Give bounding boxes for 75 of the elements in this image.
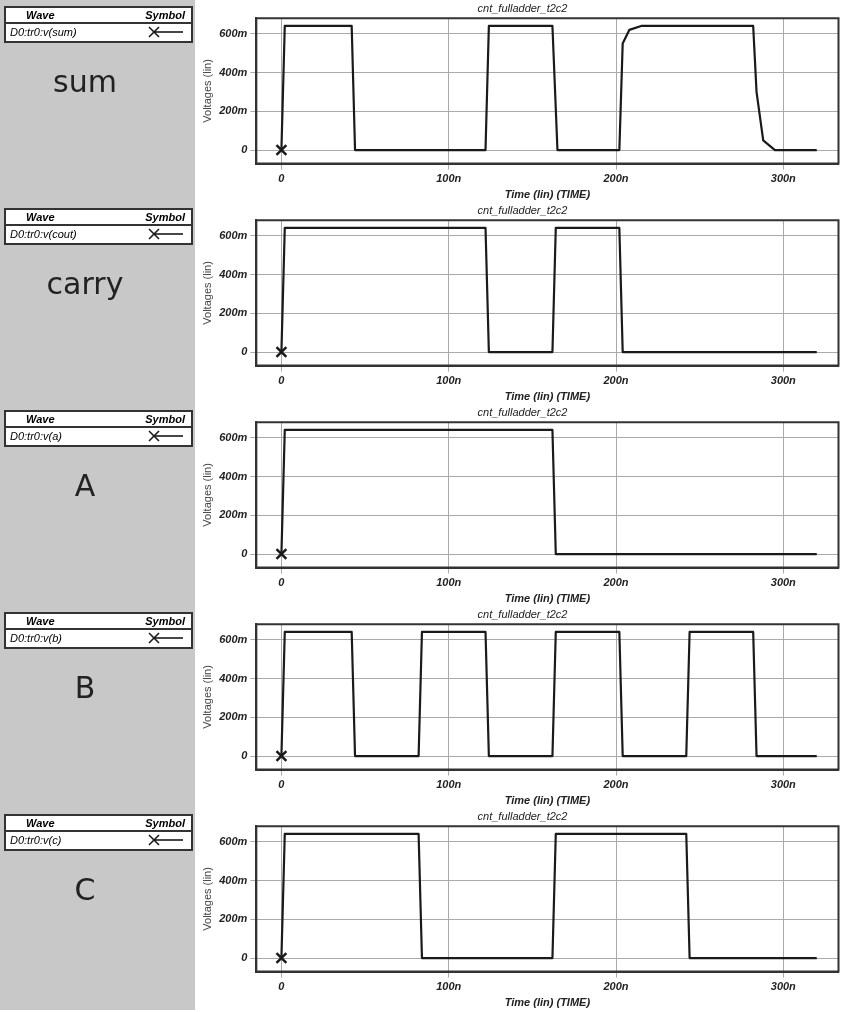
- y-axis-title: Voltages (lin): [200, 59, 213, 123]
- x-axis-title: Time (lin) (TIME): [504, 188, 591, 201]
- y-tick-label: 200m: [218, 912, 248, 925]
- y-tick-label: 0: [241, 143, 249, 156]
- text: Symbol: [145, 413, 185, 425]
- x-tick-label: 100n: [436, 374, 462, 387]
- text: Symbol: [145, 211, 185, 223]
- x-axis-title: Time (lin) (TIME): [504, 592, 591, 605]
- x-tick-label: 200n: [602, 576, 629, 589]
- x-tick-label: 0: [278, 576, 286, 589]
- x-axis-title: Time (lin) (TIME): [504, 390, 591, 403]
- text: D0:tr0:v(a): [10, 430, 62, 442]
- x-tick-label: 200n: [602, 778, 629, 791]
- legend-title: Wave: [26, 615, 55, 627]
- x-tick-label: 100n: [436, 172, 462, 185]
- x-tick-label: 300n: [770, 778, 797, 791]
- text: A: [73, 468, 97, 503]
- y-tick-label: 600m: [219, 834, 248, 847]
- y-axis-title: Voltages (lin): [200, 261, 213, 325]
- legend-title: Wave: [26, 9, 55, 21]
- text: sum: [52, 64, 118, 99]
- x-tick-label: 0: [278, 980, 286, 993]
- x-tick-label: 0: [278, 778, 286, 791]
- x-tick-label: 100n: [436, 980, 462, 993]
- x-tick-label: 100n: [436, 778, 462, 791]
- x-tick-label: 100n: [436, 576, 462, 589]
- chart-title: cnt_fulladder_t2c2: [477, 809, 568, 822]
- y-tick-label: 400m: [218, 267, 248, 280]
- x-tick-label: 0: [278, 374, 286, 387]
- x-tick-label: 300n: [770, 172, 797, 185]
- y-axis-title: Voltages (lin): [200, 463, 213, 527]
- legend-title: Wave: [26, 413, 55, 425]
- text: Symbol: [145, 817, 185, 829]
- x-axis-title: Time (lin) (TIME): [504, 794, 591, 807]
- text: D0:tr0:v(cout): [10, 228, 77, 240]
- y-tick-label: 400m: [218, 873, 248, 886]
- text: D0:tr0:v(c): [10, 834, 62, 846]
- text: D0:tr0:v(sum): [10, 26, 77, 38]
- y-tick-label: 0: [241, 345, 249, 358]
- y-tick-label: 600m: [219, 26, 248, 39]
- x-tick-label: 300n: [770, 980, 797, 993]
- x-axis-title: Time (lin) (TIME): [504, 996, 591, 1009]
- text: Symbol: [145, 9, 185, 21]
- text: B: [73, 670, 97, 705]
- chart-title: cnt_fulladder_t2c2: [477, 405, 568, 418]
- chart-title: cnt_fulladder_t2c2: [477, 203, 568, 216]
- y-axis-title: Voltages (lin): [200, 665, 213, 729]
- y-tick-label: 200m: [218, 306, 248, 319]
- y-tick-label: 600m: [219, 228, 248, 241]
- text: carry: [45, 266, 125, 301]
- y-tick-label: 0: [241, 951, 249, 964]
- y-tick-label: 0: [241, 749, 249, 762]
- legend-title: Wave: [26, 211, 55, 223]
- text: C: [73, 872, 97, 907]
- legend-title: Wave: [26, 817, 55, 829]
- y-axis-title: Voltages (lin): [200, 867, 213, 931]
- y-tick-label: 200m: [218, 104, 248, 117]
- text: D0:tr0:v(b): [10, 632, 62, 644]
- y-tick-label: 600m: [219, 430, 248, 443]
- y-tick-label: 200m: [218, 710, 248, 723]
- y-tick-label: 400m: [218, 671, 248, 684]
- x-tick-label: 0: [278, 172, 286, 185]
- x-tick-label: 200n: [602, 374, 629, 387]
- y-tick-label: 400m: [218, 469, 248, 482]
- y-tick-label: 0: [241, 547, 249, 560]
- y-tick-label: 400m: [218, 65, 248, 78]
- text: Symbol: [145, 615, 185, 627]
- x-tick-label: 200n: [602, 980, 629, 993]
- y-tick-label: 200m: [218, 508, 248, 521]
- chart-title: cnt_fulladder_t2c2: [477, 1, 568, 14]
- x-tick-label: 300n: [770, 576, 797, 589]
- y-tick-label: 600m: [219, 632, 248, 645]
- chart-title: cnt_fulladder_t2c2: [477, 607, 568, 620]
- x-tick-label: 200n: [602, 172, 629, 185]
- x-tick-label: 300n: [770, 374, 797, 387]
